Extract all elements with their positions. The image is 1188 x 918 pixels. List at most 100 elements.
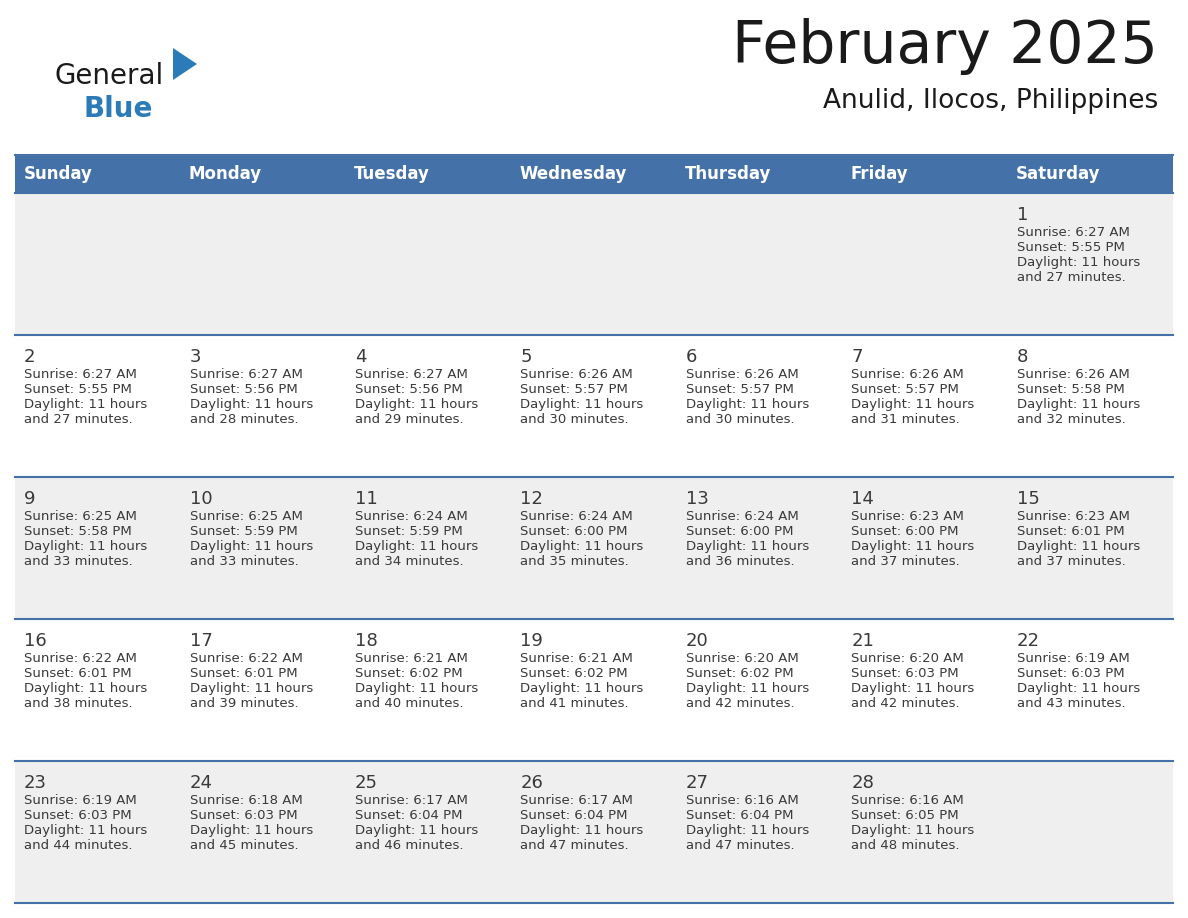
Text: Blue: Blue (83, 95, 152, 123)
Text: Sunrise: 6:26 AM: Sunrise: 6:26 AM (685, 368, 798, 381)
Text: and 38 minutes.: and 38 minutes. (24, 698, 133, 711)
Text: Daylight: 11 hours: Daylight: 11 hours (685, 824, 809, 837)
Text: 22: 22 (1017, 633, 1040, 650)
Text: 9: 9 (24, 490, 36, 509)
Bar (15, 335, 1173, 477)
Text: 2: 2 (24, 348, 36, 366)
Text: Sunset: 5:57 PM: Sunset: 5:57 PM (520, 384, 628, 397)
Text: and 40 minutes.: and 40 minutes. (355, 698, 463, 711)
Text: and 39 minutes.: and 39 minutes. (190, 698, 298, 711)
Text: and 37 minutes.: and 37 minutes. (1017, 555, 1125, 568)
Text: and 32 minutes.: and 32 minutes. (1017, 413, 1125, 426)
Text: Sunrise: 6:26 AM: Sunrise: 6:26 AM (520, 368, 633, 381)
Text: Tuesday: Tuesday (354, 165, 430, 183)
Bar (15, 761, 1173, 903)
Text: Daylight: 11 hours: Daylight: 11 hours (355, 541, 479, 554)
Bar (677, 155, 842, 193)
Text: and 42 minutes.: and 42 minutes. (685, 698, 795, 711)
Text: Sunset: 6:00 PM: Sunset: 6:00 PM (852, 525, 959, 538)
Bar (15, 155, 181, 193)
Text: Sunrise: 6:26 AM: Sunrise: 6:26 AM (1017, 368, 1130, 381)
Text: February 2025: February 2025 (732, 18, 1158, 75)
Text: Sunrise: 6:26 AM: Sunrise: 6:26 AM (852, 368, 963, 381)
Text: Daylight: 11 hours: Daylight: 11 hours (355, 398, 479, 411)
Bar (181, 155, 346, 193)
Text: Sunset: 6:03 PM: Sunset: 6:03 PM (24, 810, 132, 823)
Text: Sunset: 5:58 PM: Sunset: 5:58 PM (24, 525, 132, 538)
Text: Sunset: 6:00 PM: Sunset: 6:00 PM (520, 525, 628, 538)
Text: and 29 minutes.: and 29 minutes. (355, 413, 463, 426)
Text: 7: 7 (852, 348, 862, 366)
Text: Sunset: 5:56 PM: Sunset: 5:56 PM (355, 384, 462, 397)
Text: 27: 27 (685, 775, 709, 792)
Text: Sunrise: 6:20 AM: Sunrise: 6:20 AM (685, 653, 798, 666)
Text: Daylight: 11 hours: Daylight: 11 hours (852, 398, 974, 411)
Text: Sunrise: 6:24 AM: Sunrise: 6:24 AM (685, 510, 798, 523)
Text: Sunrise: 6:21 AM: Sunrise: 6:21 AM (520, 653, 633, 666)
Text: Sunrise: 6:16 AM: Sunrise: 6:16 AM (852, 794, 963, 807)
Text: Sunrise: 6:19 AM: Sunrise: 6:19 AM (24, 794, 137, 807)
Bar (15, 619, 1173, 761)
Text: and 33 minutes.: and 33 minutes. (190, 555, 298, 568)
Text: Sunset: 6:01 PM: Sunset: 6:01 PM (1017, 525, 1124, 538)
Text: Sunset: 6:02 PM: Sunset: 6:02 PM (685, 667, 794, 680)
Text: Daylight: 11 hours: Daylight: 11 hours (852, 824, 974, 837)
Text: and 47 minutes.: and 47 minutes. (520, 839, 628, 852)
Text: Daylight: 11 hours: Daylight: 11 hours (520, 824, 644, 837)
Bar (15, 193, 1173, 335)
Text: Sunset: 6:04 PM: Sunset: 6:04 PM (355, 810, 462, 823)
Text: Monday: Monday (189, 165, 261, 183)
Text: Sunset: 6:01 PM: Sunset: 6:01 PM (24, 667, 132, 680)
Text: Sunset: 6:01 PM: Sunset: 6:01 PM (190, 667, 297, 680)
Text: 28: 28 (852, 775, 874, 792)
Text: Thursday: Thursday (685, 165, 771, 183)
Text: Daylight: 11 hours: Daylight: 11 hours (852, 541, 974, 554)
Text: Sunrise: 6:27 AM: Sunrise: 6:27 AM (1017, 227, 1130, 240)
Text: and 43 minutes.: and 43 minutes. (1017, 698, 1125, 711)
Text: Daylight: 11 hours: Daylight: 11 hours (1017, 256, 1140, 269)
Text: and 27 minutes.: and 27 minutes. (1017, 272, 1125, 285)
Text: 13: 13 (685, 490, 709, 509)
Text: and 37 minutes.: and 37 minutes. (852, 555, 960, 568)
Text: 11: 11 (355, 490, 378, 509)
Text: 16: 16 (24, 633, 46, 650)
Text: Sunset: 5:58 PM: Sunset: 5:58 PM (1017, 384, 1124, 397)
Text: 25: 25 (355, 775, 378, 792)
Text: and 41 minutes.: and 41 minutes. (520, 698, 628, 711)
Text: Sunrise: 6:21 AM: Sunrise: 6:21 AM (355, 653, 468, 666)
Text: Sunset: 6:04 PM: Sunset: 6:04 PM (520, 810, 628, 823)
Text: Daylight: 11 hours: Daylight: 11 hours (190, 682, 312, 695)
Text: Friday: Friday (851, 165, 908, 183)
Text: 12: 12 (520, 490, 543, 509)
Text: Daylight: 11 hours: Daylight: 11 hours (520, 398, 644, 411)
Text: Sunrise: 6:22 AM: Sunrise: 6:22 AM (190, 653, 303, 666)
Text: Sunday: Sunday (24, 165, 93, 183)
Text: 18: 18 (355, 633, 378, 650)
Text: and 36 minutes.: and 36 minutes. (685, 555, 795, 568)
Text: Sunrise: 6:20 AM: Sunrise: 6:20 AM (852, 653, 963, 666)
Text: Anulid, Ilocos, Philippines: Anulid, Ilocos, Philippines (823, 88, 1158, 114)
Text: Sunrise: 6:27 AM: Sunrise: 6:27 AM (355, 368, 468, 381)
Text: 4: 4 (355, 348, 366, 366)
Text: Sunrise: 6:24 AM: Sunrise: 6:24 AM (520, 510, 633, 523)
Text: Sunrise: 6:27 AM: Sunrise: 6:27 AM (24, 368, 137, 381)
Text: Sunset: 5:55 PM: Sunset: 5:55 PM (1017, 241, 1125, 254)
Text: Daylight: 11 hours: Daylight: 11 hours (190, 824, 312, 837)
Text: Sunset: 6:02 PM: Sunset: 6:02 PM (355, 667, 462, 680)
Text: Sunset: 6:00 PM: Sunset: 6:00 PM (685, 525, 794, 538)
Text: and 34 minutes.: and 34 minutes. (355, 555, 463, 568)
Text: Sunrise: 6:16 AM: Sunrise: 6:16 AM (685, 794, 798, 807)
Text: Sunrise: 6:23 AM: Sunrise: 6:23 AM (1017, 510, 1130, 523)
Text: and 45 minutes.: and 45 minutes. (190, 839, 298, 852)
Text: Daylight: 11 hours: Daylight: 11 hours (24, 824, 147, 837)
Text: 20: 20 (685, 633, 708, 650)
Text: and 35 minutes.: and 35 minutes. (520, 555, 630, 568)
Text: and 30 minutes.: and 30 minutes. (685, 413, 795, 426)
Text: 8: 8 (1017, 348, 1028, 366)
Text: Saturday: Saturday (1016, 165, 1100, 183)
Text: and 48 minutes.: and 48 minutes. (852, 839, 960, 852)
Text: Daylight: 11 hours: Daylight: 11 hours (355, 682, 479, 695)
Text: Sunset: 5:56 PM: Sunset: 5:56 PM (190, 384, 297, 397)
Text: Sunset: 6:04 PM: Sunset: 6:04 PM (685, 810, 794, 823)
Text: Sunset: 5:57 PM: Sunset: 5:57 PM (685, 384, 794, 397)
